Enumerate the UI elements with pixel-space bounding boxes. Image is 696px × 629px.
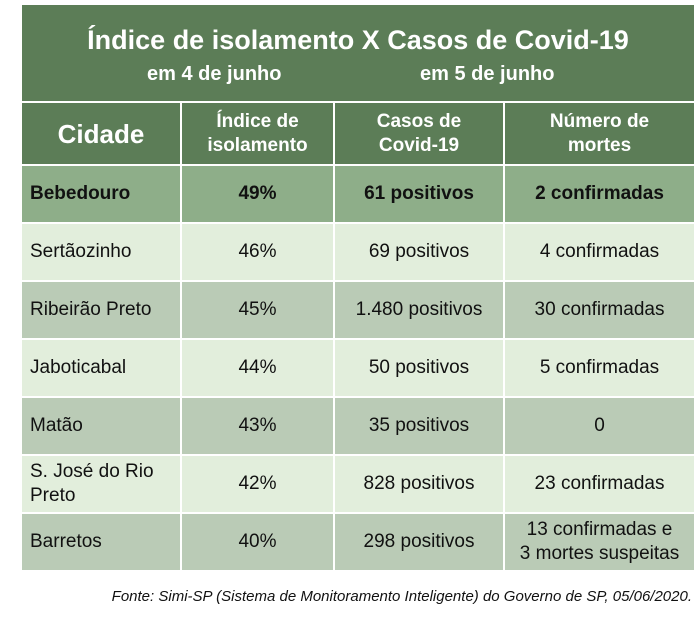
table-cell: 30 confirmadas: [505, 282, 694, 338]
table-cell: 44%: [182, 340, 333, 396]
cell-line: Jaboticabal: [30, 357, 127, 378]
cell-line: 42%: [238, 473, 277, 494]
cell-line: Covid-19: [378, 134, 460, 156]
table-row: Jaboticabal 44% 50 positivos 5 confirmadas: [22, 340, 694, 396]
cell-line: 5 confirmadas: [539, 357, 660, 378]
table-cell: 298 positivos: [335, 514, 503, 570]
column-header: Índice de isolamento: [182, 103, 333, 164]
subtitle: em 5 de junho: [420, 63, 555, 85]
table-cell: 828 positivos: [335, 456, 503, 512]
cell-line: 44%: [238, 357, 277, 378]
cell-line: Índice de: [216, 110, 299, 132]
cell-line: 35 positivos: [368, 415, 470, 436]
cell-line: 69 positivos: [368, 241, 470, 262]
column-header: Cidade: [22, 103, 180, 164]
table-cell: 69 positivos: [335, 224, 503, 280]
table-row: Ribeirão Preto 45% 1.480 positivos 30 confi…: [22, 282, 694, 338]
table-cell: 49%: [182, 166, 333, 222]
table-cell: 0: [505, 398, 694, 454]
table-row: S. José do Rio Preto 42% 828 positivos 23 co…: [22, 456, 694, 512]
table-cell: 43%: [182, 398, 333, 454]
table-cell: 46%: [182, 224, 333, 280]
table-cell: S. José do Rio Preto: [22, 456, 180, 512]
table-cell: 40%: [182, 514, 333, 570]
cell-line: 40%: [238, 531, 277, 552]
cell-line: 4 confirmadas: [539, 241, 660, 262]
cell-line: 30 confirmadas: [534, 299, 665, 320]
cell-line: 46%: [238, 241, 277, 262]
data-table: Cidade Índice de isolamento Casos de Covid-1…: [20, 101, 696, 572]
source-note: Fonte: Simi-SP (Sistema de Monitoramento…: [111, 588, 692, 605]
cell-line: 2 confirmadas: [535, 183, 664, 204]
table-row: Matão 43% 35 positivos 0: [22, 398, 694, 454]
cell-line: Sertãozinho: [30, 241, 132, 262]
cell-line: Ribeirão Preto: [30, 299, 152, 320]
table-cell: 13 confirmadas e 3 mortes suspeitas: [505, 514, 694, 570]
cell-line: 3 mortes suspeitas: [519, 543, 680, 564]
table-cell: Barretos: [22, 514, 180, 570]
column-header: Número de mortes: [505, 103, 694, 164]
table-cell: 23 confirmadas: [505, 456, 694, 512]
table-row: Bebedouro 49% 61 positivos 2 confirmadas: [22, 166, 694, 222]
cell-line: 13 confirmadas e: [526, 519, 673, 540]
column-header: Casos de Covid-19: [335, 103, 503, 164]
table-cell: 5 confirmadas: [505, 340, 694, 396]
title: Índice de isolamento X Casos de Covid-19: [87, 25, 629, 55]
table-cell: Jaboticabal: [22, 340, 180, 396]
table-body: Bebedouro 49% 61 positivos 2 confirmadas Ser…: [22, 166, 694, 570]
table-cell: Sertãozinho: [22, 224, 180, 280]
cell-line: isolamento: [207, 134, 308, 156]
cell-line: mortes: [567, 134, 632, 156]
cell-line: 43%: [238, 415, 277, 436]
cell-line: 61 positivos: [364, 183, 474, 204]
title-banner: Índice de isolamento X Casos de Covid-19…: [22, 5, 694, 101]
cell-line: Barretos: [30, 531, 102, 552]
table-cell: 45%: [182, 282, 333, 338]
subtitle: em 4 de junho: [147, 63, 282, 85]
cell-line: Cidade: [57, 118, 145, 149]
cell-line: Preto: [30, 485, 76, 506]
table-row: Barretos 40% 298 positivos 13 confirmadas e…: [22, 514, 694, 570]
cell-line: 45%: [238, 299, 277, 320]
cell-line: Casos de: [376, 110, 462, 132]
table-cell: 42%: [182, 456, 333, 512]
cell-line: Número de: [549, 110, 650, 132]
cell-line: 1.480 positivos: [355, 299, 483, 320]
cell-line: 0: [594, 415, 605, 436]
cell-line: Bebedouro: [30, 183, 131, 204]
cell-line: 298 positivos: [363, 531, 475, 552]
table-cell: Matão: [22, 398, 180, 454]
table-cell: 1.480 positivos: [335, 282, 503, 338]
table-cell: 4 confirmadas: [505, 224, 694, 280]
header-row: Cidade Índice de isolamento Casos de Covid-1…: [22, 103, 694, 164]
table-cell: 50 positivos: [335, 340, 503, 396]
cell-line: 50 positivos: [368, 357, 470, 378]
cell-line: S. José do Rio: [30, 461, 154, 482]
table-cell: Bebedouro: [22, 166, 180, 222]
table-cell: 35 positivos: [335, 398, 503, 454]
table-row: Sertãozinho 46% 69 positivos 4 confirmadas: [22, 224, 694, 280]
cell-line: 49%: [238, 183, 277, 204]
cell-line: Matão: [30, 415, 83, 436]
table-cell: Ribeirão Preto: [22, 282, 180, 338]
table-cell: 2 confirmadas: [505, 166, 694, 222]
table-cell: 61 positivos: [335, 166, 503, 222]
cell-line: 828 positivos: [363, 473, 475, 494]
cell-line: 23 confirmadas: [534, 473, 665, 494]
